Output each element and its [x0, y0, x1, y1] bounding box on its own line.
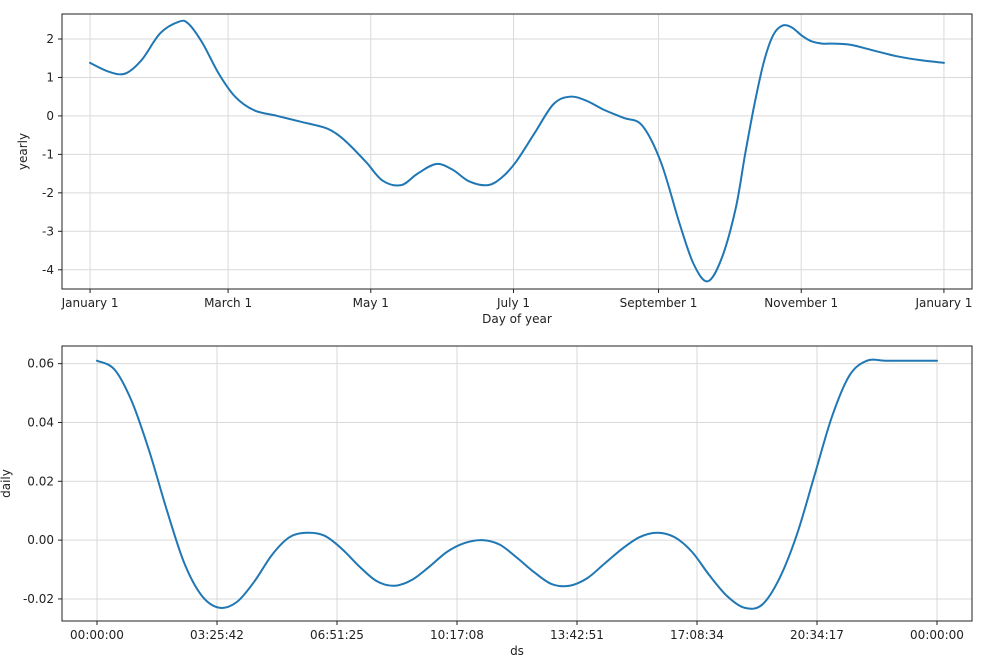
y-tick-label: 1 — [46, 70, 54, 84]
y-tick-label: -3 — [42, 224, 54, 238]
y-tick-label: 0.04 — [27, 415, 54, 429]
x-tick-label: 03:25:42 — [190, 628, 244, 642]
x-tick-label: May 1 — [353, 296, 389, 310]
y-tick-label: 0.00 — [27, 533, 54, 547]
series-line — [89, 19, 945, 283]
x-tick-label: January 1 — [61, 296, 119, 310]
x-tick-label: September 1 — [620, 296, 698, 310]
x-tick-label: 13:42:51 — [550, 628, 604, 642]
y-axis-label: daily — [0, 469, 13, 498]
daily-panel: 00:00:00 03:25:42 06:51:25 10:17:08 13:42:51… — [0, 345, 973, 658]
x-tick-label: 00:00:00 — [910, 628, 964, 642]
x-tick-label: 20:34:17 — [790, 628, 844, 642]
y-tick-label: -4 — [42, 263, 54, 277]
y-tick-label: 0.02 — [27, 474, 54, 488]
y-tick-label: -1 — [42, 147, 54, 161]
x-tick-label: July 1 — [496, 296, 530, 310]
x-tick-label: March 1 — [204, 296, 252, 310]
series-line — [96, 358, 938, 610]
x-tick-label: 10:17:08 — [430, 628, 484, 642]
y-axis-label: yearly — [16, 133, 30, 170]
y-tick-label: -2 — [42, 186, 54, 200]
y-tick-label: 0 — [46, 109, 54, 123]
yearly-panel: January 1 March 1 May 1 July 1 September 1 No… — [16, 13, 973, 326]
x-axis-label: ds — [510, 644, 524, 658]
plot-frame — [61, 345, 973, 622]
y-tick-label: 0.06 — [27, 357, 54, 371]
x-tick-label: January 1 — [914, 296, 972, 310]
x-tick-label: 06:51:25 — [310, 628, 364, 642]
x-tick-label: 17:08:34 — [670, 628, 724, 642]
x-axis-label: Day of year — [482, 312, 552, 326]
y-tick-label: 2 — [46, 32, 54, 46]
x-tick-label: 00:00:00 — [70, 628, 124, 642]
x-tick-label: November 1 — [764, 296, 838, 310]
y-tick-label: -0.02 — [23, 592, 54, 606]
plot-frame — [61, 13, 973, 290]
